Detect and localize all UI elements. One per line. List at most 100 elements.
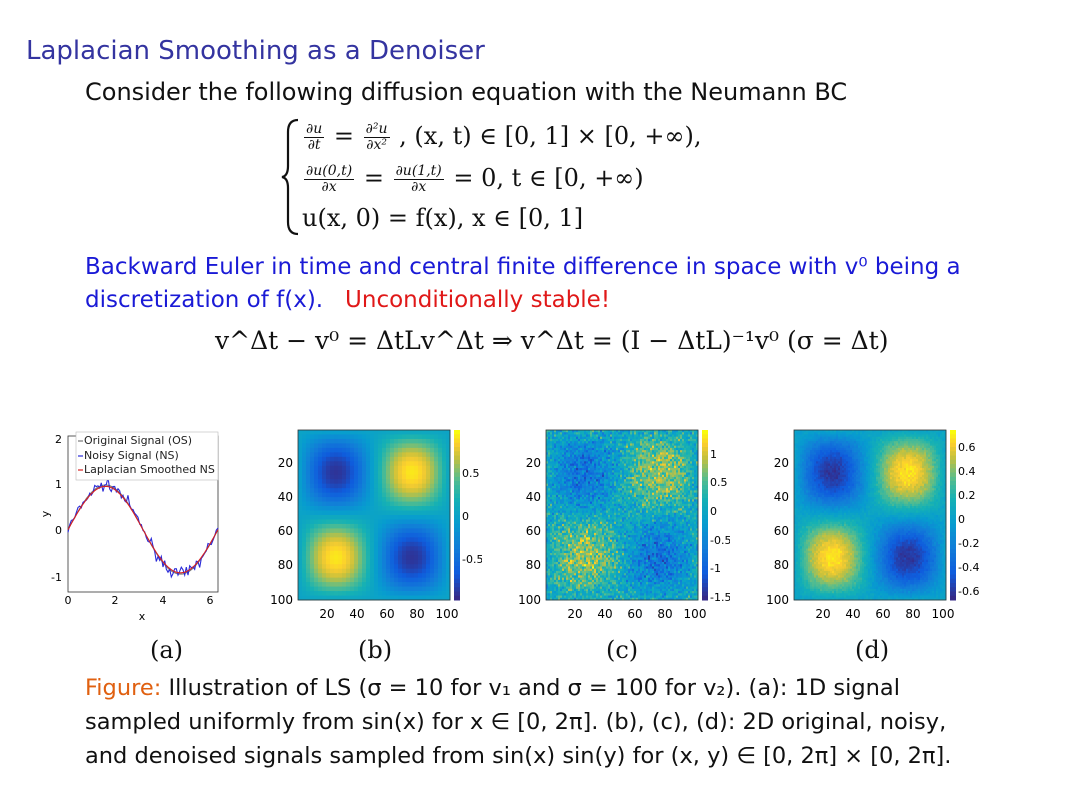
heatmap-cell (630, 441, 633, 444)
heatmap-cell (548, 492, 551, 496)
heatmap-cell (646, 485, 649, 489)
heatmap-cell (322, 515, 327, 520)
heatmap-cell (604, 515, 607, 518)
heatmap-cell (578, 447, 581, 451)
heatmap-cell (628, 447, 631, 451)
heatmap-cell (662, 512, 665, 516)
heatmap-cell (326, 501, 331, 507)
heatmap-cell (330, 559, 335, 565)
heatmap-cell (302, 523, 307, 529)
heatmap-cell (560, 508, 563, 511)
heatmap-cell (358, 488, 363, 494)
heatmap-cell (638, 526, 641, 529)
heatmap-cell (610, 503, 613, 507)
heatmap-cell (418, 483, 423, 489)
heatmap-cell (678, 497, 681, 500)
heatmap-cell (334, 434, 339, 440)
heatmap-cell (418, 430, 423, 435)
heatmap-cell (442, 546, 447, 552)
heatmap-cell (314, 555, 319, 561)
heatmap-cell (556, 503, 559, 507)
heatmap-cell (334, 488, 339, 494)
heatmap-cell (378, 582, 383, 587)
heatmap-cell (342, 546, 347, 552)
heatmap-cell (660, 432, 663, 435)
heatmap-cell (620, 468, 623, 471)
heatmap-cell (676, 503, 679, 507)
heatmap-cell (646, 432, 649, 435)
heatmap-cell (608, 461, 611, 464)
heatmap-cell (616, 521, 619, 525)
heatmap-cell (618, 499, 621, 502)
heatmap-cell (626, 499, 629, 502)
heatmap-cell (414, 456, 419, 462)
heatmap-cell (554, 517, 557, 520)
heatmap-cell (298, 483, 303, 489)
heatmap-cell (628, 521, 631, 525)
heatmap-cell (562, 479, 565, 482)
heatmap-cell (350, 564, 355, 570)
heatmap-cell (426, 555, 431, 561)
heatmap-cell (580, 432, 583, 435)
heatmap-cell (390, 488, 395, 494)
heatmap-cell (564, 456, 567, 460)
heatmap-cell (362, 523, 367, 529)
heatmap-cell (550, 530, 553, 534)
heatmap-cell (410, 438, 415, 444)
heatmap-cell (592, 476, 595, 480)
heatmap-cell (314, 541, 319, 547)
heatmap-cell (576, 441, 579, 444)
heatmap-cell (394, 456, 399, 462)
heatmap-cell (438, 447, 443, 453)
heatmap-cell (560, 488, 563, 491)
heatmap-cell (576, 438, 579, 442)
heatmap-cell (358, 492, 363, 498)
heatmap-cell (438, 564, 443, 570)
heatmap-cell (624, 483, 627, 487)
heatmap-cell (346, 510, 351, 516)
heatmap-cell (580, 499, 583, 502)
heatmap-cell (548, 443, 551, 447)
heatmap-cell (656, 519, 659, 523)
heatmap-cell (582, 430, 585, 433)
heatmap-cell (362, 537, 367, 543)
heatmap-cell (622, 461, 625, 464)
heatmap-cell (658, 441, 661, 444)
heatmap-cell (342, 573, 347, 579)
heatmap-cell (662, 470, 665, 473)
heatmap-cell (654, 463, 657, 467)
heatmap-cell (660, 470, 663, 473)
heatmap-cell (644, 481, 647, 485)
heatmap-cell (656, 506, 659, 509)
heatmap-cell (644, 510, 647, 514)
heatmap-cell (670, 515, 673, 518)
heatmap-cell (298, 564, 303, 570)
heatmap-cell (426, 492, 431, 498)
heatmap-cell (672, 528, 675, 532)
heatmap-cell (546, 441, 549, 444)
heatmap-cell (666, 432, 669, 435)
heatmap-cell (648, 492, 651, 496)
heatmap-cell (612, 450, 615, 453)
heatmap-cell (382, 532, 387, 538)
heatmap-cell (358, 430, 363, 435)
heatmap-cell (660, 443, 663, 447)
heatmap-cell (346, 591, 351, 596)
heatmap-cell (564, 519, 567, 523)
heatmap-cell (434, 430, 439, 435)
heatmap-cell (374, 550, 379, 556)
heatmap-cell (354, 492, 359, 498)
heatmap-cell (556, 494, 559, 498)
heatmap-cell (658, 472, 661, 476)
heatmap-cell (628, 463, 631, 467)
heatmap-cell (630, 465, 633, 469)
heatmap-cell (548, 485, 551, 489)
xtick-b: 100 (436, 607, 459, 621)
heatmap-cell (562, 445, 565, 449)
heatmap-cell (584, 528, 587, 532)
heatmap-cell (606, 474, 609, 478)
heatmap-cell (438, 474, 443, 480)
heatmap-cell (326, 447, 331, 453)
heatmap-cell (592, 445, 595, 449)
heatmap-cell (576, 510, 579, 514)
